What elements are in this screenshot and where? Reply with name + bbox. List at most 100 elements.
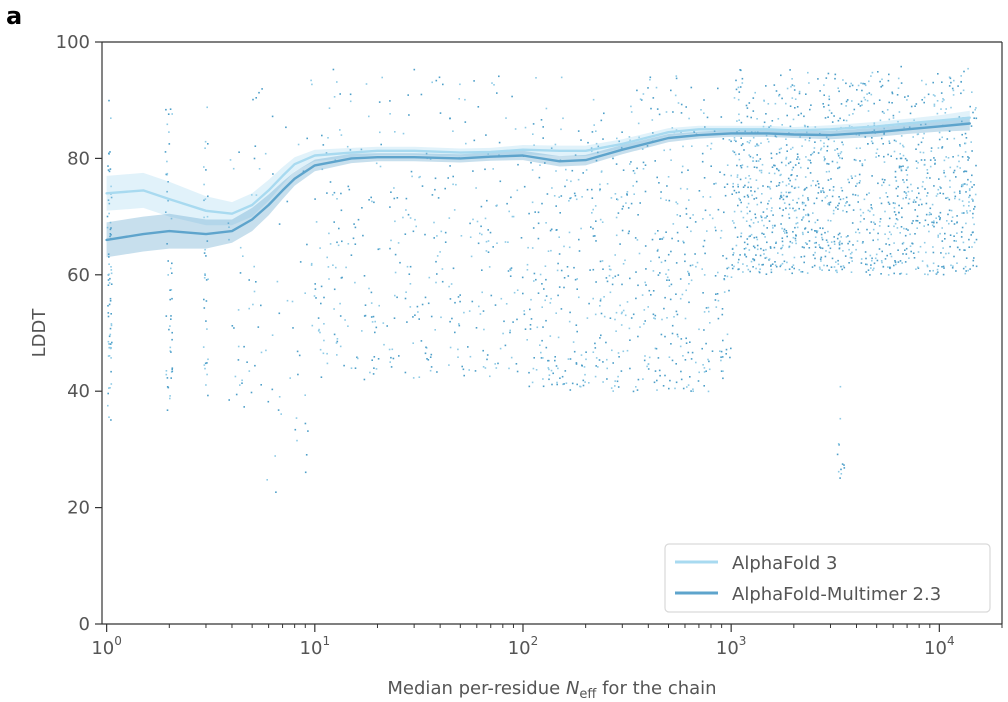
scatter-point [436,273,438,275]
scatter-point [851,222,854,224]
scatter-point [166,377,169,379]
scatter-point [785,102,787,105]
scatter-point [651,119,654,121]
scatter-point [542,126,544,128]
scatter-point [573,266,575,269]
scatter-point [601,260,604,262]
scatter-point [948,198,951,201]
scatter-point [952,89,955,92]
scatter-point [862,241,864,243]
scatter-point [971,150,973,152]
scatter-point [932,94,935,96]
scatter-point [923,96,926,99]
scatter-point [396,296,398,299]
scatter-point [917,251,920,253]
scatter-point [462,368,465,371]
scatter-point [666,185,668,187]
scatter-point [374,331,376,334]
scatter-point [975,265,978,268]
scatter-point [825,239,828,241]
scatter-point [881,184,883,187]
scatter-point [968,188,971,190]
scatter-point [592,208,594,211]
scatter-point [789,179,791,182]
scatter-point [753,258,756,261]
scatter-point [278,223,281,225]
scatter-point [542,378,544,380]
scatter-point [953,191,956,194]
scatter-point [837,208,839,210]
scatter-point [923,241,926,244]
scatter-point [857,201,859,203]
scatter-point [837,154,840,157]
scatter-point [108,170,111,173]
scatter-point [204,147,206,149]
scatter-point [948,76,951,78]
scatter-point [932,81,934,84]
scatter-point [922,137,924,139]
scatter-point [902,165,904,167]
scatter-point [801,271,804,273]
scatter-point [669,379,671,382]
scatter-point [597,151,599,154]
scatter-point [430,366,433,368]
scatter-point [894,222,897,225]
scatter-point [248,279,250,281]
scatter-point [476,220,479,223]
scatter-point [733,265,735,268]
scatter-point [766,215,768,217]
scatter-point [499,347,502,350]
scatter-point [575,198,578,201]
scatter-point [915,268,917,270]
scatter-point [621,283,623,286]
scatter-point [319,348,322,351]
scatter-point [778,169,780,172]
scatter-point [887,79,890,82]
scatter-point [743,241,746,244]
scatter-point [544,162,546,164]
scatter-point [909,112,912,115]
scatter-point [680,112,683,114]
scatter-point [458,323,460,325]
scatter-point [780,264,782,266]
scatter-point [752,97,755,99]
scatter-point [814,257,816,260]
scatter-point [648,356,651,359]
scatter-point [707,358,709,361]
scatter-point [798,269,801,271]
scatter-point [969,105,971,108]
scatter-point [806,272,809,274]
scatter-point [536,326,539,329]
scatter-point [690,358,693,360]
scatter-point [676,214,679,216]
scatter-point [722,138,725,140]
scatter-point [843,464,845,466]
scatter-point [238,151,240,153]
scatter-point [788,213,790,216]
scatter-point [629,367,631,370]
scatter-point [541,306,543,308]
scatter-point [947,157,950,159]
scatter-point [685,289,687,292]
scatter-point [480,225,482,228]
scatter-point [816,180,819,183]
scatter-point [550,369,553,372]
scatter-point [883,155,885,158]
scatter-point [812,180,814,182]
scatter-point [243,345,245,348]
scatter-point [271,388,274,391]
scatter-point [748,175,750,177]
scatter-point [297,373,299,376]
scatter-point [964,151,967,153]
scatter-point [881,84,884,87]
scatter-point [975,164,977,167]
scatter-point [786,114,788,117]
scatter-point [936,100,939,102]
scatter-point [877,238,879,241]
scatter-point [941,147,943,149]
scatter-point [458,98,460,100]
scatter-point [732,252,735,254]
scatter-point [845,119,848,122]
scatter-point [971,186,973,188]
scatter-point [267,400,270,403]
